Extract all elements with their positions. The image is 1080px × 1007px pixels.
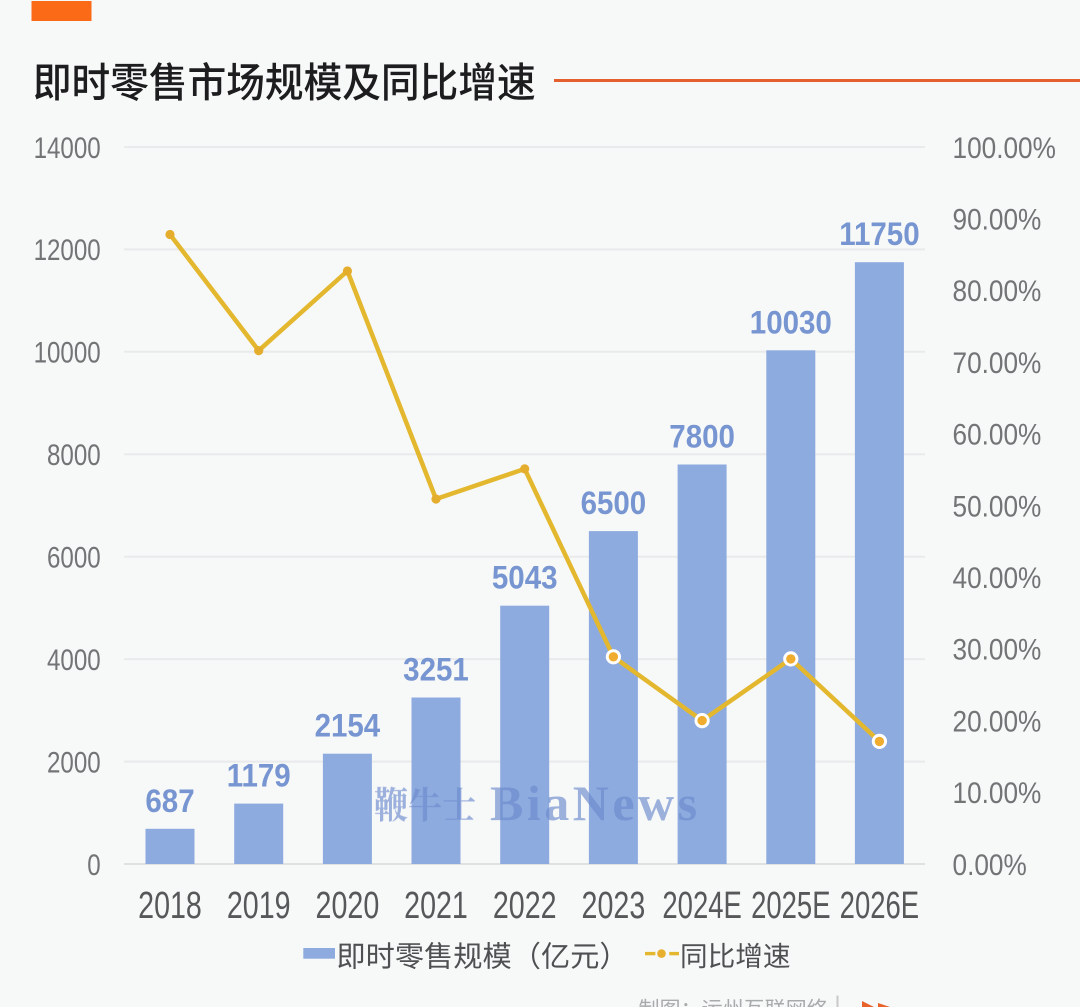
svg-text:2018: 2018	[138, 885, 202, 927]
svg-text:6000: 6000	[47, 540, 101, 574]
svg-text:4000: 4000	[47, 642, 101, 676]
svg-text:2154: 2154	[315, 707, 381, 744]
svg-text:14000: 14000	[34, 130, 101, 164]
svg-text:2020: 2020	[316, 885, 380, 927]
svg-text:1179: 1179	[227, 757, 291, 794]
svg-text:2022: 2022	[493, 885, 557, 927]
svg-text:687: 687	[145, 782, 194, 819]
svg-text:7800: 7800	[669, 418, 735, 455]
svg-text:8000: 8000	[47, 438, 101, 472]
svg-text:20.00%: 20.00%	[953, 705, 1042, 738]
svg-text:6500: 6500	[581, 485, 647, 522]
svg-text:2024E: 2024E	[662, 884, 741, 926]
svg-text:60.00%: 60.00%	[953, 418, 1042, 451]
svg-text:2000: 2000	[47, 745, 101, 779]
svg-text:0.00%: 0.00%	[953, 848, 1027, 881]
svg-text:2023: 2023	[582, 885, 646, 927]
svg-text:11750: 11750	[839, 216, 919, 253]
svg-text:2026E: 2026E	[840, 884, 919, 926]
svg-text:BiaNews: BiaNews	[490, 775, 701, 831]
svg-text:3251: 3251	[403, 651, 469, 688]
svg-text:50.00%: 50.00%	[953, 490, 1042, 523]
svg-text:2021: 2021	[404, 885, 468, 927]
svg-text:10000: 10000	[34, 335, 101, 369]
svg-text:40.00%: 40.00%	[953, 561, 1042, 594]
svg-text:10.00%: 10.00%	[953, 777, 1042, 810]
svg-text:5043: 5043	[492, 559, 558, 596]
svg-text:2019: 2019	[227, 885, 291, 927]
svg-text:80.00%: 80.00%	[953, 275, 1042, 308]
svg-text:2025E: 2025E	[751, 884, 830, 926]
svg-text:90.00%: 90.00%	[953, 203, 1042, 236]
svg-text:30.00%: 30.00%	[953, 633, 1042, 666]
svg-text:70.00%: 70.00%	[953, 346, 1042, 379]
svg-text:12000: 12000	[34, 233, 101, 267]
svg-text:0: 0	[87, 847, 100, 881]
svg-text:100.00%: 100.00%	[953, 131, 1056, 164]
svg-text:10030: 10030	[750, 304, 832, 341]
